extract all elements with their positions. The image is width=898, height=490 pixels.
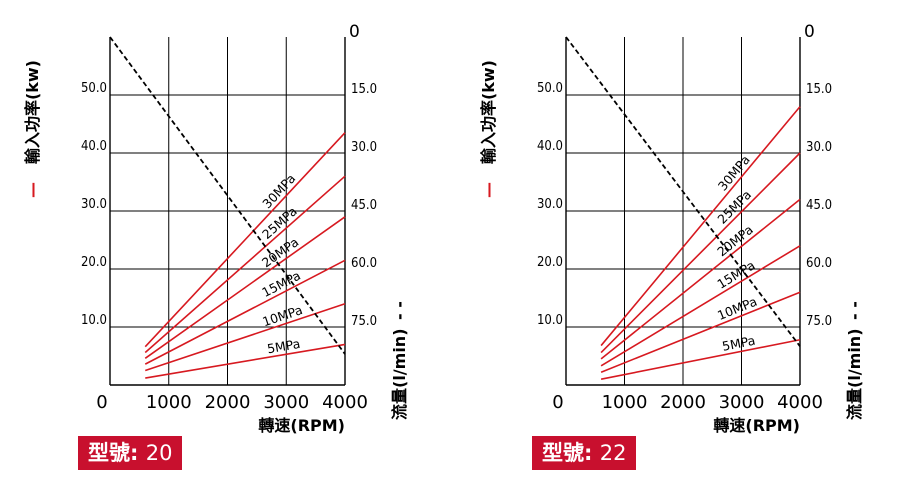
left-tick-label: 30.0 — [537, 197, 563, 212]
series-line-20mpa — [600, 198, 801, 360]
left-tick-label: 50.0 — [537, 81, 563, 96]
x-tick-label: 3000 — [719, 392, 765, 413]
left-axis-title-group: 輸入功率(kw) — — [23, 60, 42, 198]
model-value: 20 — [145, 441, 173, 465]
series-line-30mpa — [600, 106, 801, 347]
left-axis-mark: — — [23, 182, 42, 198]
x-tick-label: 0 — [552, 392, 563, 413]
series-label-30mpa: 30MPa — [259, 171, 298, 211]
series-line-25mpa — [600, 152, 801, 354]
x-tick-label: 3000 — [263, 392, 309, 413]
right-tick-label: 75.0 — [351, 314, 377, 329]
model-value: 22 — [599, 441, 627, 465]
right-tick-label: 15.0 — [806, 82, 832, 97]
series-line-15mpa — [600, 245, 801, 367]
left-tick-label: 40.0 — [537, 139, 563, 154]
series-label-5mpa: 5MPa — [266, 336, 301, 356]
right-tick-label: 30.0 — [351, 140, 377, 155]
series-line-20mpa — [144, 216, 346, 359]
right-axis-mark: - - — [845, 301, 864, 320]
right-axis-title-group: 流量(l/min) - - — [845, 301, 864, 420]
x-axis-title: 轉速(RPM) — [258, 416, 345, 435]
flow-line-dashed — [565, 36, 801, 347]
model-label: 型號: — [88, 441, 139, 465]
x-tick-label: 1000 — [146, 392, 192, 413]
series-line-30mpa — [144, 132, 346, 348]
left-tick-label: 30.0 — [81, 197, 107, 212]
chart-panel-22: 10.0 20.0 30.0 40.0 50.0 0 15.0 30.0 45.0 60.0 75.… — [479, 22, 864, 435]
left-axis-mark: — — [479, 182, 498, 198]
left-tick-label: 10.0 — [537, 313, 563, 328]
right-tick-label: 15.0 — [351, 82, 377, 97]
x-tick-label: 1000 — [602, 392, 648, 413]
right-tick-label: 45.0 — [806, 198, 832, 213]
chart-panel-20: 10.0 20.0 30.0 40.0 50.0 0 15.0 30.0 45.0 60.0 75.… — [23, 22, 409, 435]
right-tick-label: 30.0 — [806, 140, 832, 155]
left-axis-title: 輸入功率(kw) — [23, 60, 42, 164]
x-tick-label: 2000 — [205, 392, 251, 413]
right-axis-mark: - - — [390, 301, 409, 320]
model-badge-22: 型號: 22 — [532, 436, 637, 470]
right-tick-label: 75.0 — [806, 314, 832, 329]
right-tick-label: 60.0 — [351, 256, 377, 271]
right-axis-title-group: 流量(l/min) - - — [390, 301, 409, 420]
right-tick-label: 45.0 — [351, 198, 377, 213]
left-axis-title: 輸入功率(kw) — [479, 60, 498, 164]
series-line-5mpa — [145, 343, 346, 379]
right-tick-label: 60.0 — [806, 256, 832, 271]
series-line-10mpa — [600, 291, 801, 373]
x-tick-label: 0 — [96, 392, 107, 413]
left-tick-label: 50.0 — [81, 81, 107, 96]
x-tick-label: 4000 — [777, 392, 823, 413]
right-axis-title: 流量(l/min) — [390, 328, 409, 420]
left-tick-label: 20.0 — [81, 255, 107, 270]
flow-line-dashed — [109, 36, 346, 355]
left-axis-title-group: 輸入功率(kw) — — [479, 60, 498, 198]
series-label-10mpa: 10MPa — [715, 294, 759, 323]
series-label-25mpa: 25MPa — [714, 187, 754, 227]
x-tick-label: 4000 — [322, 392, 368, 413]
model-badge-20: 型號: 20 — [78, 436, 183, 470]
x-axis-title: 轉速(RPM) — [713, 416, 800, 435]
x-tick-label: 2000 — [660, 392, 706, 413]
right-tick-label: 0 — [804, 22, 815, 42]
right-tick-label: 0 — [349, 22, 360, 42]
series-label-5mpa: 5MPa — [721, 333, 757, 354]
left-tick-label: 40.0 — [81, 139, 107, 154]
series-line-25mpa — [144, 175, 346, 354]
left-tick-label: 10.0 — [81, 313, 107, 328]
left-tick-label: 20.0 — [537, 255, 563, 270]
series-line-5mpa — [600, 338, 801, 380]
series-line-15mpa — [144, 259, 346, 365]
model-label: 型號: — [542, 441, 593, 465]
right-axis-title: 流量(l/min) — [845, 328, 864, 420]
series-line-10mpa — [144, 303, 346, 372]
